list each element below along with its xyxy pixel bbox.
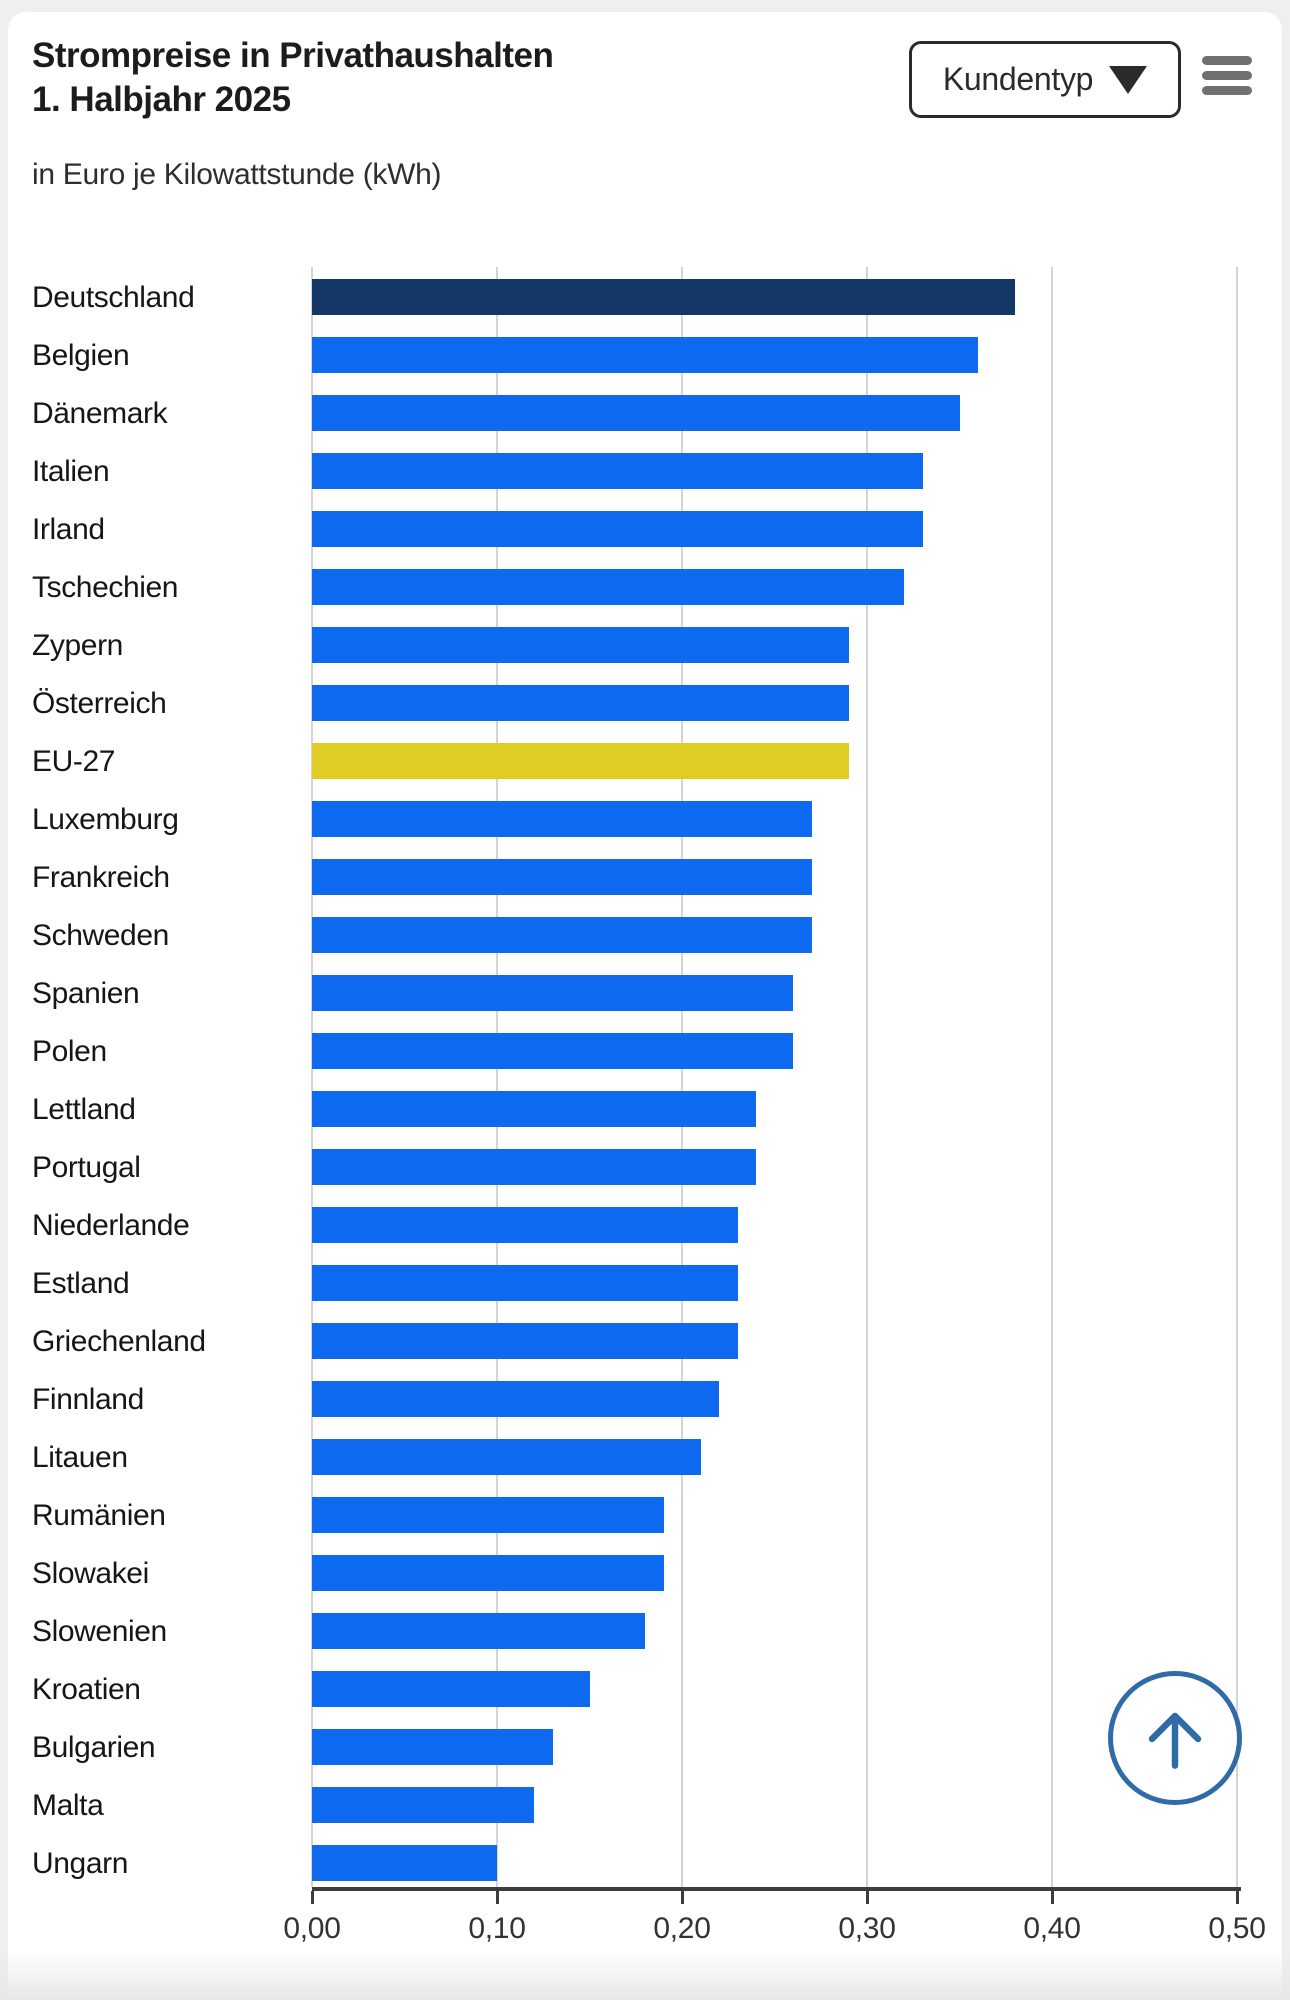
country-label: Rumänien	[32, 1499, 166, 1532]
bar-deutschland[interactable]	[312, 279, 1015, 315]
bar-polen[interactable]	[312, 1033, 793, 1069]
gridline	[1051, 267, 1053, 1887]
gridline	[1236, 267, 1238, 1887]
bottom-fade	[0, 1950, 1290, 2000]
country-label: Lettland	[32, 1093, 136, 1126]
bar-slowenien[interactable]	[312, 1613, 645, 1649]
country-label: Irland	[32, 513, 105, 546]
bar-kroatien[interactable]	[312, 1671, 590, 1707]
country-label: Bulgarien	[32, 1731, 156, 1764]
country-label: Portugal	[32, 1151, 141, 1184]
bar-malta[interactable]	[312, 1787, 534, 1823]
bar-estland[interactable]	[312, 1265, 738, 1301]
bar-luxemburg[interactable]	[312, 801, 812, 837]
chart-title: Strompreise in Privathaushalten 1. Halbj…	[32, 34, 554, 122]
country-label: Litauen	[32, 1441, 128, 1474]
x-axis-tick	[866, 1891, 869, 1904]
gridline	[311, 267, 313, 1887]
country-label: Finnland	[32, 1383, 144, 1416]
x-axis-tick-label: 0,30	[838, 1912, 896, 1945]
arrow-up-icon	[1148, 1712, 1202, 1769]
country-label: EU-27	[32, 745, 116, 778]
x-axis-tick	[1236, 1891, 1239, 1904]
country-label: Kroatien	[32, 1673, 141, 1706]
bar-eu-27[interactable]	[312, 743, 849, 779]
country-label: Österreich	[32, 687, 167, 720]
country-label: Estland	[32, 1267, 130, 1300]
hamburger-icon	[1202, 56, 1252, 65]
chart-title-line1: Strompreise in Privathaushalten	[32, 36, 554, 75]
country-label: Polen	[32, 1035, 107, 1068]
country-label: Malta	[32, 1789, 104, 1822]
chevron-down-icon	[1109, 65, 1148, 94]
bar-litauen[interactable]	[312, 1439, 701, 1475]
bar-tschechien[interactable]	[312, 569, 904, 605]
country-label: Schweden	[32, 919, 169, 952]
hamburger-icon	[1202, 71, 1252, 80]
bar-bulgarien[interactable]	[312, 1729, 553, 1765]
bar-italien[interactable]	[312, 453, 923, 489]
x-axis-line	[312, 1887, 1241, 1891]
country-label: Frankreich	[32, 861, 170, 894]
gridline	[866, 267, 868, 1887]
bar-portugal[interactable]	[312, 1149, 756, 1185]
bar-frankreich[interactable]	[312, 859, 812, 895]
country-label: Griechenland	[32, 1325, 206, 1358]
bar-schweden[interactable]	[312, 917, 812, 953]
country-label: Slowakei	[32, 1557, 149, 1590]
country-label: Belgien	[32, 339, 130, 372]
country-label: Zypern	[32, 629, 123, 662]
x-axis-tick	[1051, 1891, 1054, 1904]
x-axis-tick	[311, 1891, 314, 1904]
country-label: Luxemburg	[32, 803, 179, 836]
bar-zypern[interactable]	[312, 627, 849, 663]
country-label: Ungarn	[32, 1847, 128, 1880]
bar-niederlande[interactable]	[312, 1207, 738, 1243]
hamburger-icon	[1202, 86, 1252, 95]
bar-rum-nien[interactable]	[312, 1497, 664, 1533]
customer-type-dropdown[interactable]: Kundentyp ▼	[909, 41, 1181, 118]
bar-slowakei[interactable]	[312, 1555, 664, 1591]
bar-finnland[interactable]	[312, 1381, 719, 1417]
chart-title-line2: 1. Halbjahr 2025	[32, 80, 291, 119]
country-label: Spanien	[32, 977, 140, 1010]
bar--sterreich[interactable]	[312, 685, 849, 721]
country-label: Italien	[32, 455, 110, 488]
gridline	[496, 267, 498, 1887]
gridline	[681, 267, 683, 1887]
scroll-to-top-button[interactable]	[1108, 1671, 1242, 1805]
bar-griechenland[interactable]	[312, 1323, 738, 1359]
bar-d-nemark[interactable]	[312, 395, 960, 431]
x-axis-tick-label: 0,50	[1208, 1912, 1266, 1945]
menu-button[interactable]	[1202, 56, 1252, 95]
x-axis-tick	[681, 1891, 684, 1904]
dropdown-label: Kundentyp	[942, 61, 1094, 97]
bar-ungarn[interactable]	[312, 1845, 497, 1881]
x-axis-tick-label: 0,00	[283, 1912, 341, 1945]
x-axis-tick-label: 0,20	[653, 1912, 711, 1945]
chart-subtitle: in Euro je Kilowattstunde (kWh)	[32, 158, 442, 191]
country-label: Slowenien	[32, 1615, 167, 1648]
bar-lettland[interactable]	[312, 1091, 756, 1127]
x-axis-tick-label: 0,40	[1023, 1912, 1081, 1945]
country-label: Dänemark	[32, 397, 168, 430]
country-label: Niederlande	[32, 1209, 190, 1242]
country-label: Tschechien	[32, 571, 179, 604]
x-axis-tick	[496, 1891, 499, 1904]
bar-belgien[interactable]	[312, 337, 978, 373]
bar-spanien[interactable]	[312, 975, 793, 1011]
x-axis-tick-label: 0,10	[468, 1912, 526, 1945]
bar-irland[interactable]	[312, 511, 923, 547]
country-label: Deutschland	[32, 281, 195, 314]
